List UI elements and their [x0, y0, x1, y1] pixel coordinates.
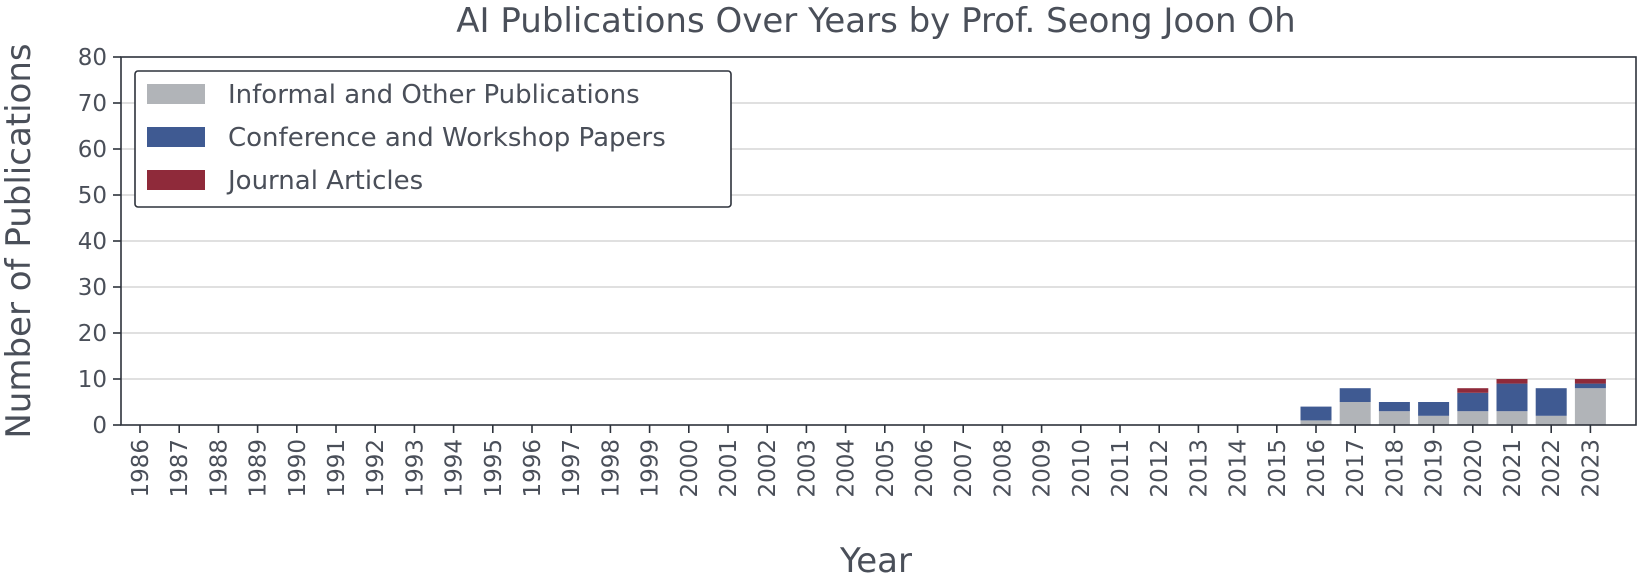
x-tick-label: 2003 [794, 439, 820, 498]
bar-informal-and-other-publications-2021 [1496, 411, 1528, 425]
x-tick-label: 2013 [1186, 439, 1212, 498]
x-tick-label: 1997 [559, 439, 585, 498]
bar-informal-and-other-publications-2022 [1535, 415, 1567, 425]
x-tick-label: 2010 [1069, 439, 1095, 498]
bar-journal-articles-2020 [1457, 388, 1489, 393]
chart-title: AI Publications Over Years by Prof. Seon… [456, 1, 1295, 41]
y-tick-label: 70 [78, 91, 107, 117]
x-tick-label: 1990 [285, 439, 311, 498]
bar-conference-and-workshop-papers-2019 [1418, 402, 1450, 416]
x-tick-label: 2000 [677, 439, 703, 498]
bar-informal-and-other-publications-2018 [1378, 411, 1410, 425]
legend-box [134, 70, 732, 208]
y-tick-label: 60 [78, 137, 107, 163]
x-tick-label: 2014 [1226, 439, 1252, 498]
bar-conference-and-workshop-papers-2021 [1496, 383, 1528, 412]
x-tick-label: 1989 [246, 439, 272, 498]
legend-label-conference-and-workshop-papers: Conference and Workshop Papers [228, 123, 666, 153]
x-tick-label: 2023 [1578, 439, 1604, 498]
x-tick-label: 2002 [755, 439, 781, 498]
bar-conference-and-workshop-papers-2020 [1457, 392, 1489, 412]
bar-informal-and-other-publications-2017 [1339, 402, 1371, 425]
y-tick-label: 40 [78, 229, 107, 255]
y-tick-label: 0 [92, 413, 107, 439]
bar-informal-and-other-publications-2020 [1457, 411, 1489, 425]
x-tick-label: 1996 [520, 439, 546, 498]
x-tick-label: 2005 [873, 439, 899, 498]
x-tick-label: 1986 [128, 439, 154, 498]
bar-conference-and-workshop-papers-2022 [1535, 388, 1567, 416]
x-tick-label: 2006 [912, 439, 938, 498]
x-tick-label: 2012 [1147, 439, 1173, 498]
x-tick-label: 1991 [324, 439, 350, 498]
x-tick-label: 2017 [1343, 439, 1369, 498]
x-tick-label: 2015 [1265, 439, 1291, 498]
bar-conference-and-workshop-papers-2017 [1339, 388, 1371, 402]
legend-label-informal-and-other-publications: Informal and Other Publications [228, 80, 640, 110]
bar-informal-and-other-publications-2016 [1300, 420, 1332, 425]
y-tick-label: 80 [78, 45, 107, 71]
bar-conference-and-workshop-papers-2023 [1574, 383, 1606, 389]
x-tick-label: 1988 [206, 439, 232, 498]
y-axis-label: Number of Publications [0, 43, 39, 438]
legend: Informal and Other Publications Conferenc… [134, 70, 732, 208]
legend-swatch-journal-articles [147, 170, 205, 190]
x-tick-label: 2019 [1422, 439, 1448, 498]
bar-journal-articles-2021 [1496, 379, 1528, 384]
legend-label-journal-articles: Journal Articles [226, 166, 423, 196]
x-tick-label: 1994 [442, 439, 468, 498]
x-tick-label: 1999 [638, 439, 664, 498]
y-tick-label: 20 [78, 321, 107, 347]
y-axis: 0 10 20 30 40 50 60 70 80 [78, 45, 121, 439]
x-tick-label: 2018 [1382, 439, 1408, 498]
x-axis-label: Year [839, 541, 912, 581]
bar-conference-and-workshop-papers-2018 [1378, 402, 1410, 412]
legend-swatch-conference-and-workshop-papers [147, 127, 205, 147]
x-tick-label: 2008 [990, 439, 1016, 498]
bars-layer [1300, 379, 1606, 425]
x-tick-label: 2021 [1500, 439, 1526, 498]
x-tick-label: 2007 [951, 439, 977, 498]
x-tick-label: 2022 [1539, 439, 1565, 498]
x-tick-label: 2001 [716, 439, 742, 498]
bar-conference-and-workshop-papers-2016 [1300, 406, 1332, 421]
x-tick-label: 2004 [834, 439, 860, 498]
bar-journal-articles-2023 [1574, 379, 1606, 384]
legend-swatch-informal-and-other-publications [147, 84, 205, 104]
bar-informal-and-other-publications-2019 [1418, 415, 1450, 425]
x-tick-label: 1998 [598, 439, 624, 498]
x-tick-label: 2009 [1030, 439, 1056, 498]
x-tick-label: 1995 [481, 439, 507, 498]
x-axis: 1986 1987 1988 1989 1990 1991 1992 1993 1994 1995… [128, 425, 1604, 498]
x-tick-label: 2020 [1461, 439, 1487, 498]
y-tick-label: 10 [78, 367, 107, 393]
x-tick-label: 1993 [402, 439, 428, 498]
y-tick-label: 30 [78, 275, 107, 301]
x-tick-label: 2011 [1108, 439, 1134, 498]
x-tick-label: 1992 [363, 439, 389, 498]
x-tick-label: 1987 [167, 439, 193, 498]
bar-informal-and-other-publications-2023 [1574, 388, 1606, 425]
y-tick-label: 50 [78, 183, 107, 209]
x-tick-label: 2016 [1304, 439, 1330, 498]
